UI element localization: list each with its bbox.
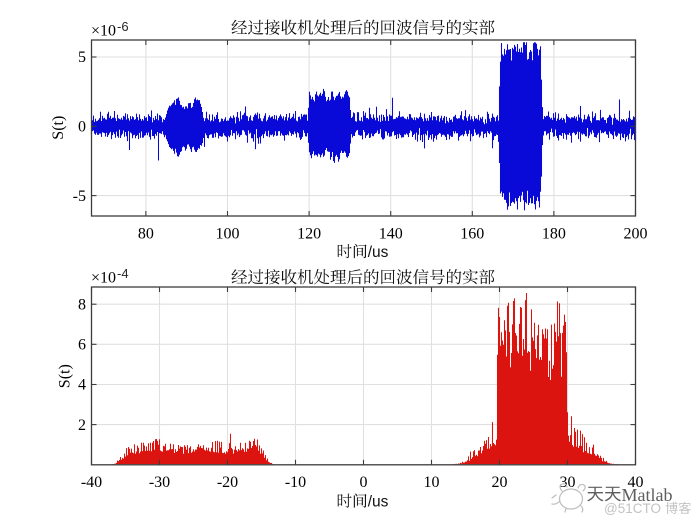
svg-text:160: 160 <box>460 225 484 242</box>
svg-text:-30: -30 <box>149 474 170 491</box>
svg-text:180: 180 <box>542 225 566 242</box>
svg-text:-10: -10 <box>285 474 306 491</box>
svg-text:80: 80 <box>138 225 154 242</box>
svg-text:120: 120 <box>297 225 321 242</box>
svg-text:100: 100 <box>216 225 240 242</box>
svg-text:200: 200 <box>624 225 648 242</box>
svg-text:-6: -6 <box>117 19 129 34</box>
svg-text:/us: /us <box>368 244 389 261</box>
svg-text:-40: -40 <box>81 474 102 491</box>
svg-text:6: 6 <box>78 337 86 354</box>
svg-text:140: 140 <box>379 225 403 242</box>
svg-text:@51CTO: @51CTO <box>604 501 661 516</box>
svg-text:×10: ×10 <box>91 270 116 287</box>
svg-text:30: 30 <box>560 474 576 491</box>
svg-text:S(t): S(t) <box>57 364 74 388</box>
svg-text:10: 10 <box>424 474 440 491</box>
svg-text:-20: -20 <box>217 474 238 491</box>
svg-text:×10: ×10 <box>91 23 116 40</box>
svg-text:Matlab: Matlab <box>622 485 673 505</box>
svg-text:5: 5 <box>78 49 86 66</box>
svg-text:8: 8 <box>78 296 86 313</box>
svg-text:-4: -4 <box>117 266 129 281</box>
svg-text:S(t): S(t) <box>50 116 67 140</box>
svg-text:2: 2 <box>78 417 86 434</box>
svg-text:20: 20 <box>492 474 508 491</box>
svg-text:40: 40 <box>628 474 644 491</box>
svg-text:0: 0 <box>78 119 86 136</box>
svg-text:4: 4 <box>78 377 86 394</box>
svg-text:0: 0 <box>360 474 368 491</box>
svg-text:/us: /us <box>368 494 389 511</box>
svg-text:Matlab: Matlab <box>623 486 674 506</box>
svg-text:-5: -5 <box>73 188 86 205</box>
